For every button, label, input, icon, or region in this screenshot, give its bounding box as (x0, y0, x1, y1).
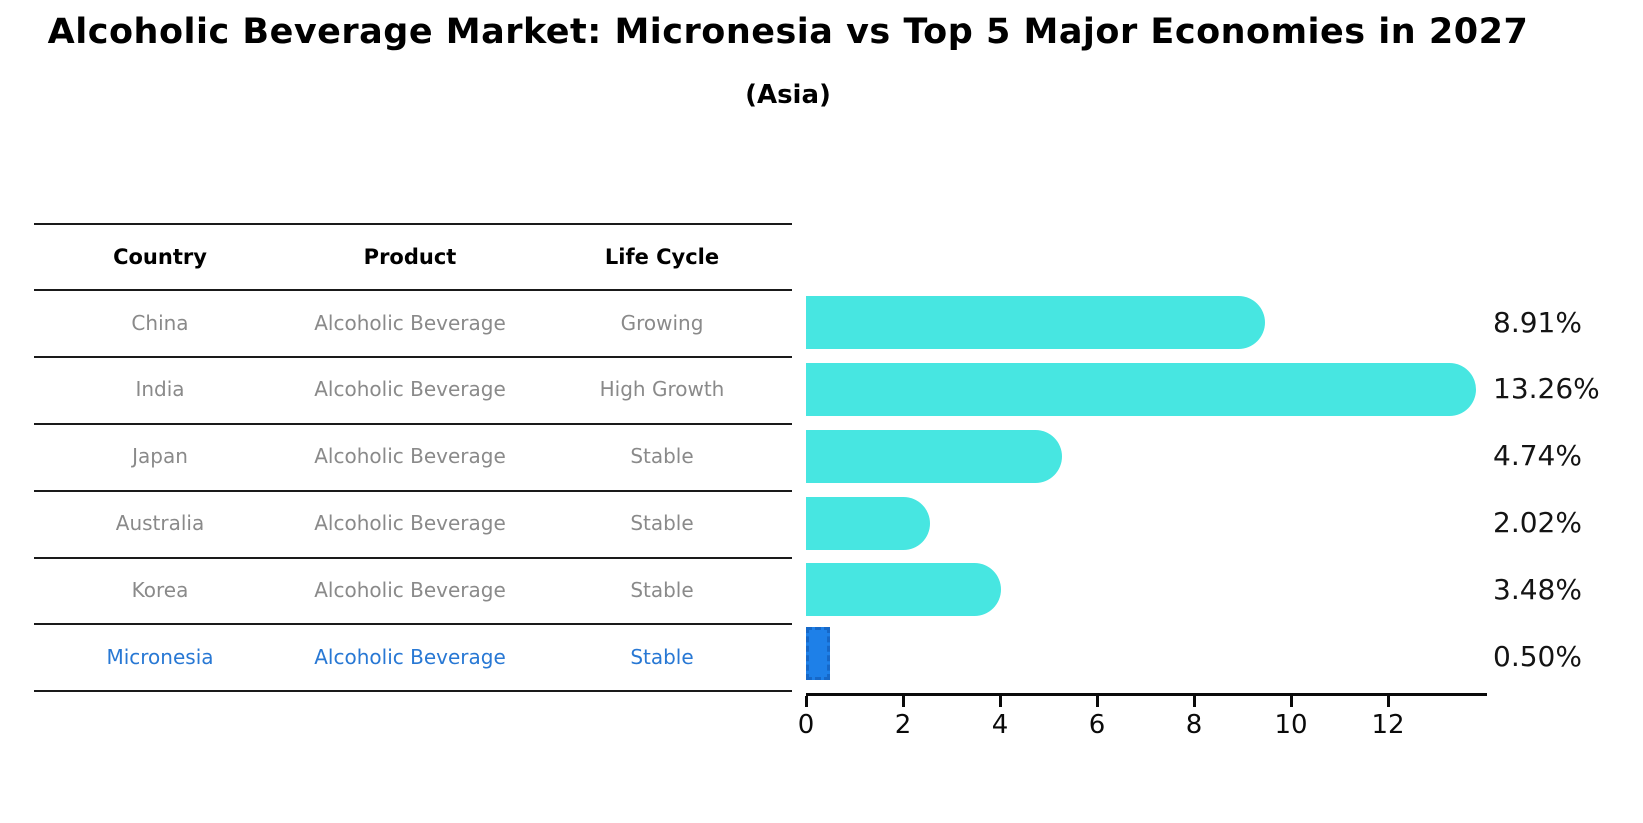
value-label-india: 13.26% (1493, 372, 1600, 405)
product-cell: Alcoholic Beverage (314, 444, 506, 468)
tick-mark (999, 696, 1002, 707)
country-cell: China (131, 311, 189, 335)
country-cell: Korea (131, 578, 189, 602)
product-cell: Alcoholic Beverage (314, 511, 506, 535)
table-rule (34, 356, 792, 358)
x-tick-label: 8 (1185, 710, 1203, 740)
value-label-japan: 4.74% (1493, 439, 1582, 472)
life-cycle-cell: Stable (630, 511, 694, 535)
x-axis-line (806, 693, 1487, 696)
product-cell: Alcoholic Beverage (314, 311, 506, 335)
bar-korea (806, 563, 1002, 616)
tick-mark (1387, 696, 1390, 707)
x-tick-label: 12 (1371, 710, 1405, 740)
tick-mark (902, 696, 905, 707)
value-label-korea: 3.48% (1493, 573, 1582, 606)
value-label-micronesia: 0.50% (1493, 640, 1582, 673)
country-cell: Japan (132, 444, 188, 468)
life-cycle-cell: Stable (630, 578, 694, 602)
product-cell: Alcoholic Beverage (314, 377, 506, 401)
value-label-china: 8.91% (1493, 306, 1582, 339)
life-cycle-cell: High Growth (599, 377, 725, 401)
table-rule (34, 289, 792, 291)
country-cell: India (135, 377, 185, 401)
life-cycle-cell: Stable (630, 645, 694, 669)
table-rule (34, 557, 792, 559)
x-tick-label: 2 (894, 710, 912, 740)
chart-subtitle: (Asia) (745, 80, 831, 110)
bar-japan (806, 430, 1063, 483)
x-tick-label: 6 (1088, 710, 1106, 740)
country-cell: Micronesia (106, 645, 214, 669)
table-rule (34, 623, 792, 625)
life-cycle-cell: Growing (620, 311, 704, 335)
x-tick-label: 10 (1274, 710, 1308, 740)
table-rule (34, 223, 792, 225)
column-header-product: Product (363, 245, 457, 269)
value-label-australia: 2.02% (1493, 506, 1582, 539)
table-rule (34, 690, 792, 692)
bar-micronesia (806, 627, 831, 680)
tick-mark (1096, 696, 1099, 707)
tick-mark (1193, 696, 1196, 707)
table-rule (34, 423, 792, 425)
bar-china (806, 296, 1265, 349)
x-tick-label: 0 (797, 710, 815, 740)
product-cell: Alcoholic Beverage (314, 645, 506, 669)
table-rule (34, 490, 792, 492)
column-header-life-cycle: Life Cycle (604, 245, 720, 269)
bar-india (806, 363, 1476, 416)
column-header-country: Country (113, 245, 207, 269)
product-cell: Alcoholic Beverage (314, 578, 506, 602)
x-tick-label: 4 (991, 710, 1009, 740)
bar-australia (806, 497, 931, 550)
tick-mark (805, 696, 808, 707)
tick-mark (1290, 696, 1293, 707)
chart-title: Alcoholic Beverage Market: Micronesia vs… (47, 12, 1529, 52)
country-cell: Australia (115, 511, 205, 535)
life-cycle-cell: Stable (630, 444, 694, 468)
